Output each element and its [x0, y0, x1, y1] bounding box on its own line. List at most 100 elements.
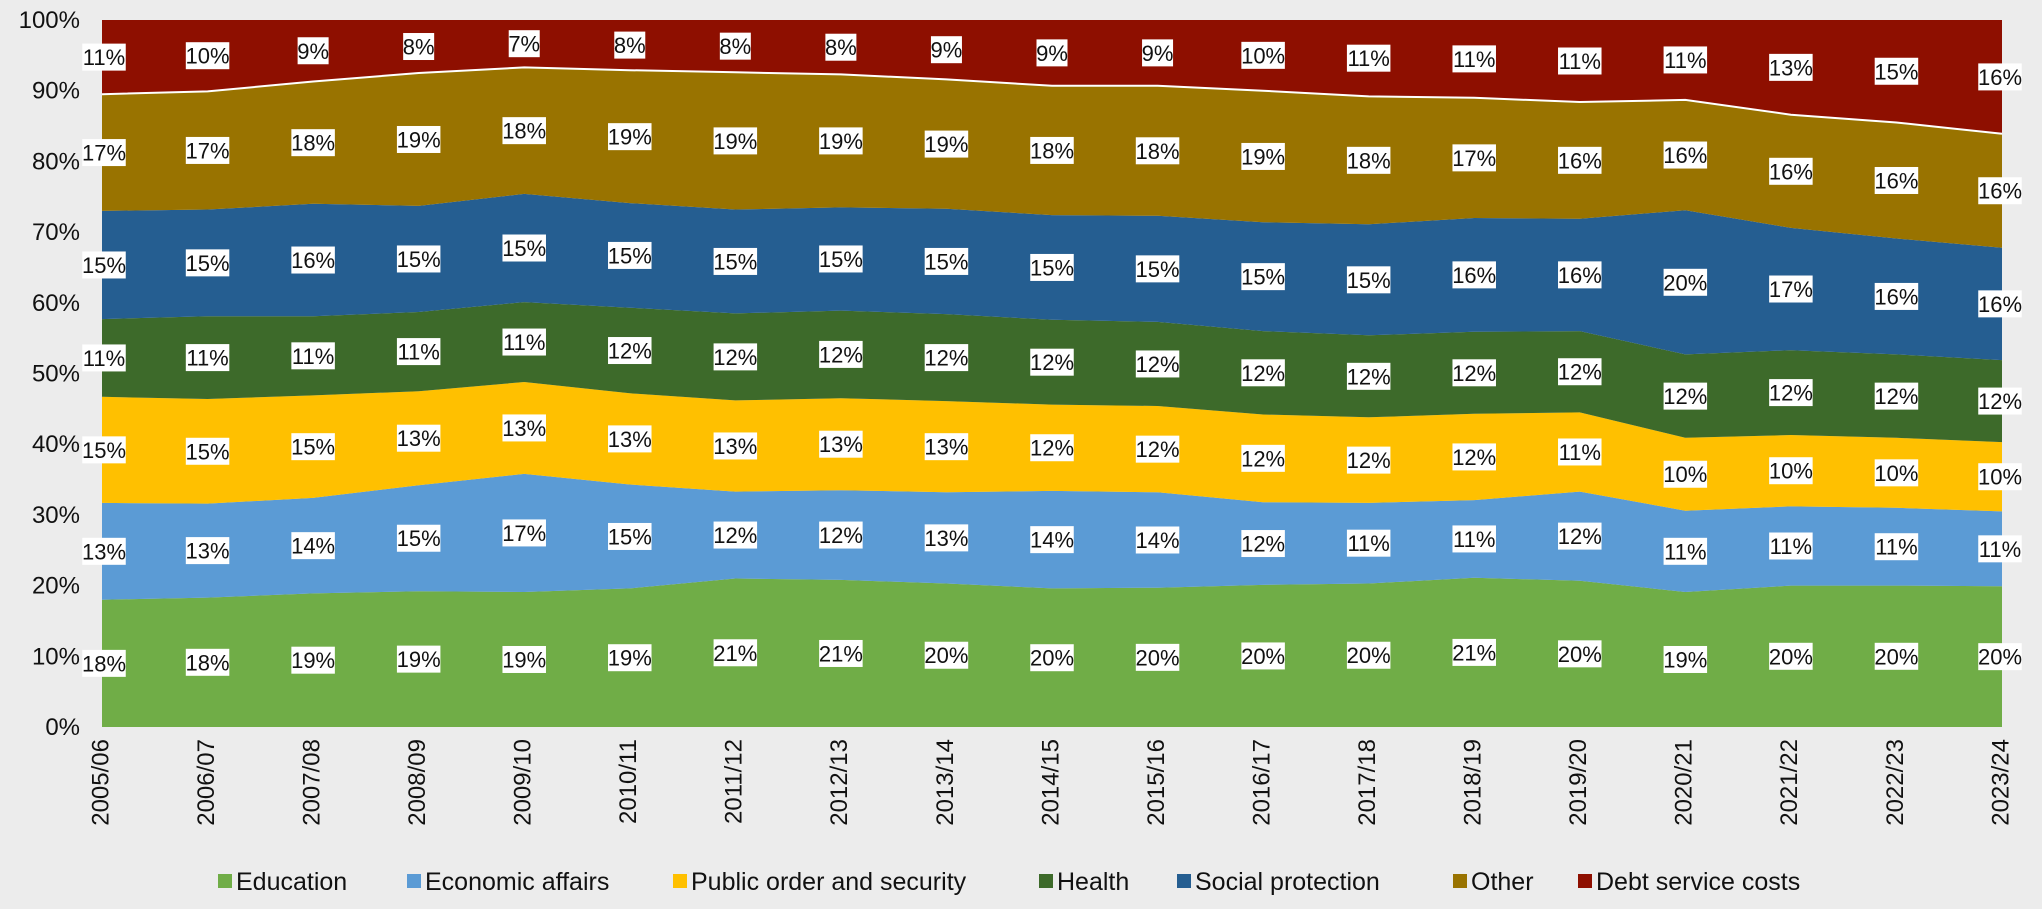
- data-label-box: [1978, 387, 2022, 415]
- data-label-text: 20%: [1874, 644, 1918, 669]
- data-label-text: 16%: [1978, 65, 2022, 90]
- data-label-box: [1558, 47, 1602, 75]
- data-label: 9%: [931, 36, 962, 64]
- data-label: 12%: [713, 343, 758, 371]
- data-label-text: 11%: [1979, 537, 2021, 562]
- data-label-box: [1874, 382, 1919, 410]
- data-label-box: [1030, 253, 1074, 281]
- data-label: 11%: [1452, 525, 1496, 553]
- data-label-box: [1030, 136, 1074, 164]
- data-label-text: 11%: [1875, 535, 1917, 560]
- data-label-text: 15%: [1136, 257, 1180, 282]
- data-label-text: 19%: [924, 132, 968, 157]
- data-label: 11%: [1663, 537, 1708, 565]
- data-label-text: 12%: [1136, 437, 1180, 462]
- data-label-box: [1142, 39, 1174, 67]
- data-label-text: 21%: [1452, 640, 1496, 665]
- data-label-text: 11%: [1347, 531, 1389, 556]
- data-label: 16%: [1452, 261, 1496, 289]
- data-label: 15%: [186, 437, 230, 465]
- data-label-text: 11%: [186, 346, 228, 371]
- y-tick-label: 70%: [32, 219, 80, 246]
- data-label: 20%: [1241, 642, 1285, 670]
- data-label-box: [819, 521, 863, 549]
- data-label-text: 12%: [1452, 445, 1496, 470]
- data-label: 12%: [1030, 434, 1074, 462]
- data-label-box: [1135, 643, 1180, 671]
- data-label-box: [819, 340, 863, 368]
- data-label-text: 11%: [1453, 527, 1495, 552]
- legend-label: Debt service costs: [1596, 868, 1800, 896]
- legend-item-social-protection: Social protection: [1177, 868, 1380, 896]
- data-label: 17%: [82, 139, 126, 167]
- x-tick-label: 2018/19: [1460, 739, 1487, 826]
- data-label-box: [713, 343, 758, 371]
- data-label: 11%: [502, 328, 546, 356]
- data-label-box: [1558, 358, 1602, 386]
- data-label: 13%: [186, 537, 230, 565]
- data-label-text: 12%: [819, 342, 863, 367]
- data-label-box: [1663, 46, 1708, 74]
- data-label-text: 15%: [608, 524, 652, 549]
- data-label-box: [185, 249, 230, 277]
- data-label-text: 13%: [608, 427, 652, 452]
- data-label: 16%: [1978, 63, 2022, 91]
- data-label: 8%: [825, 33, 857, 61]
- data-label: 18%: [291, 129, 335, 157]
- data-label-box: [1030, 644, 1074, 672]
- data-label-text: 12%: [1241, 532, 1285, 557]
- data-label: 12%: [1558, 358, 1602, 386]
- data-label-box: [1874, 57, 1919, 85]
- data-label-box: [924, 344, 969, 372]
- data-label-text: 12%: [1978, 389, 2022, 414]
- data-label: 11%: [185, 344, 230, 372]
- data-label-text: 11%: [503, 330, 545, 355]
- data-label-box: [608, 337, 652, 365]
- data-label: 18%: [1136, 137, 1180, 165]
- data-label-box: [819, 127, 863, 155]
- data-label-text: 11%: [1453, 47, 1495, 72]
- data-label-text: 7%: [508, 32, 540, 57]
- data-label: 16%: [1978, 290, 2022, 318]
- data-label-text: 21%: [713, 641, 757, 666]
- data-label: 12%: [1241, 444, 1285, 472]
- data-label-box: [1978, 643, 2022, 671]
- y-tick-label: 20%: [32, 573, 80, 600]
- legend-swatch: [673, 874, 687, 888]
- data-label-text: 15%: [82, 438, 126, 463]
- data-label: 15%: [291, 433, 335, 461]
- data-label-text: 11%: [1559, 49, 1601, 74]
- data-label-box: [1769, 457, 1813, 485]
- y-tick-label: 40%: [32, 431, 80, 458]
- data-label-text: 14%: [1136, 528, 1180, 553]
- data-label-box: [713, 639, 758, 667]
- data-label: 13%: [924, 433, 968, 461]
- data-label-text: 8%: [403, 35, 435, 60]
- data-label: 10%: [186, 42, 230, 70]
- data-label-text: 15%: [1347, 268, 1391, 293]
- data-label-box: [1241, 530, 1285, 558]
- data-label-text: 13%: [82, 539, 126, 564]
- data-label-text: 14%: [1030, 528, 1074, 553]
- data-label-text: 20%: [1978, 645, 2022, 670]
- data-label-text: 19%: [397, 647, 441, 672]
- data-label: 12%: [1663, 382, 1707, 410]
- y-tick-label: 60%: [32, 290, 80, 317]
- data-label: 15%: [1874, 57, 1919, 85]
- legend-swatch: [407, 874, 421, 888]
- data-label-text: 19%: [502, 647, 546, 672]
- data-label-box: [291, 129, 335, 157]
- x-tick-label: 2020/21: [1671, 739, 1698, 826]
- data-label-text: 19%: [713, 129, 757, 154]
- data-label-box: [1241, 444, 1285, 472]
- data-label-text: 12%: [1558, 360, 1602, 385]
- data-label-text: 12%: [1347, 364, 1391, 389]
- data-label: 16%: [1558, 261, 1602, 289]
- data-label-box: [608, 522, 652, 550]
- data-label: 14%: [291, 532, 335, 560]
- data-label: 12%: [1136, 435, 1180, 463]
- data-label-box: [82, 139, 126, 167]
- data-label-box: [1452, 359, 1496, 387]
- data-label: 13%: [1769, 53, 1813, 81]
